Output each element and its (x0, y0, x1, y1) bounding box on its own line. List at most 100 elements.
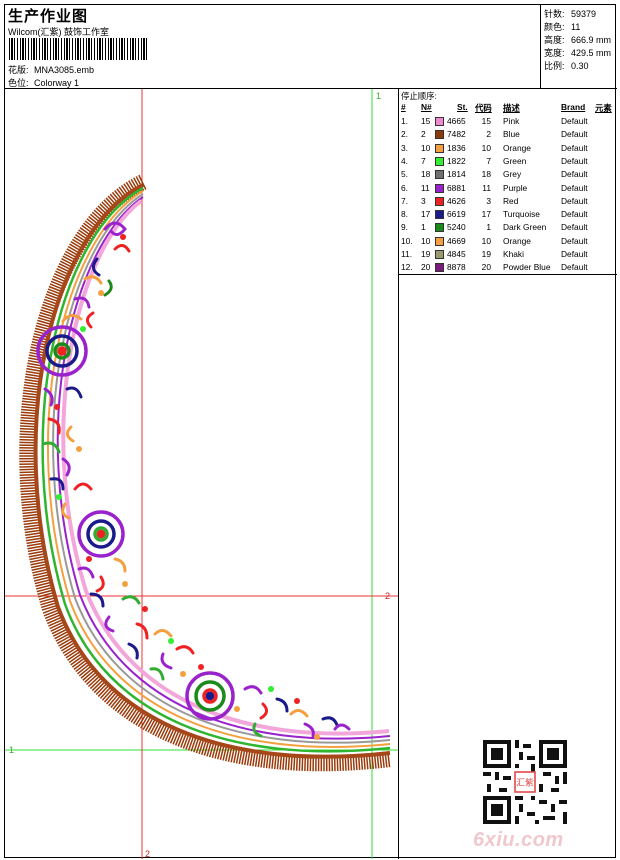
pink-stripe (61, 199, 390, 736)
stop-cell-brand: Default (561, 116, 588, 126)
studio-name: Wilcom(汇紫) 鼓饰工作室 (8, 27, 109, 37)
stop-cell-st: 7482 (447, 129, 466, 140)
stop-cell-brand: Default (561, 222, 588, 233)
stop-cell-brand: Default (561, 155, 588, 166)
stop-cell-brand: Default (561, 129, 588, 140)
stat-height: 高度: 666.9 mm (544, 35, 612, 45)
grey-stripe (52, 193, 391, 744)
qr-seal-text: 汇紫 (516, 778, 534, 789)
stop-row: 9. 1 5240 1 Dark Green Default (399, 222, 617, 235)
marker-top: 1 (376, 91, 381, 101)
stop-cell-needle: 20 (421, 262, 431, 273)
stop-cell-st: 8878 (447, 262, 466, 273)
color-swatch (435, 263, 444, 273)
stop-cell-num: 2. (401, 129, 408, 140)
stop-cell-num: 7. (401, 195, 408, 206)
stop-cell-desc: Orange (503, 235, 531, 246)
fringe-band (19, 174, 391, 772)
stop-row: 7. 3 4626 3 Red Default (399, 196, 617, 209)
color-swatch (435, 236, 444, 246)
purple-stripe (56, 196, 391, 740)
stop-cell-code: 18 (481, 169, 491, 180)
stop-cell-code: 17 (481, 209, 491, 220)
stop-cell-st: 4669 (447, 235, 466, 246)
col-num: # (401, 102, 406, 112)
col-element: 元素 (595, 103, 612, 113)
stop-cell-code: 19 (481, 249, 491, 259)
medallion-bottom (185, 671, 235, 721)
stop-cell-num: 11. (401, 249, 413, 259)
marker-right: 2 (385, 591, 390, 601)
stop-cell-num: 12. (401, 262, 413, 273)
stop-cell-num: 1. (401, 116, 408, 126)
stop-cell-num: 9. (401, 222, 408, 233)
ornament-swirls (41, 221, 351, 738)
stop-row: 12. 20 8878 20 Powder Blue Default (399, 262, 617, 275)
worksheet: 生产作业图 Wilcom(汇紫) 鼓饰工作室 花版: MNA3085.emb 色位… (4, 4, 617, 859)
stat-width: 宽度: 429.5 mm (544, 48, 612, 58)
stop-row: 4. 7 1822 7 Green Default (399, 156, 617, 169)
stop-cell-brand: Default (561, 209, 588, 220)
stop-row: 3. 10 1836 10 Orange Default (399, 143, 617, 156)
stop-cell-code: 10 (481, 142, 491, 153)
medallion-middle (77, 510, 125, 558)
orange-stripe (47, 190, 391, 748)
color-swatch (435, 156, 444, 166)
stop-row: 11. 19 4845 19 Khaki Default (399, 249, 617, 262)
stop-cell-needle: 2 (421, 129, 426, 140)
barcode (9, 38, 147, 60)
col-needle: N# (421, 102, 432, 112)
stop-cell-code: 1 (486, 222, 491, 233)
design-label: 花版: (8, 65, 29, 75)
stop-cell-needle: 10 (421, 235, 431, 246)
stop-cell-needle: 15 (421, 116, 431, 126)
col-code: 代码 (475, 103, 492, 113)
stop-cell-brand: Default (561, 169, 588, 180)
fringe-edge (33, 183, 391, 759)
stop-cell-desc: Khaki (503, 249, 524, 259)
stat-scale: 比例: 0.30 (544, 61, 589, 71)
stats-panel: 针数: 59379 颜色: 11 高度: 666.9 mm 宽度: 429.5 mm 比… (541, 5, 617, 89)
stop-cell-st: 4845 (447, 249, 466, 259)
color-swatch (435, 170, 444, 180)
stop-cell-num: 8. (401, 209, 408, 220)
stop-sequence-table: 停止顺序: # N# St. 代码 描述 Brand 元素 1. 15 4665 15… (399, 89, 617, 275)
col-st: St. (457, 102, 468, 112)
stop-cell-desc: Turquoise (503, 209, 540, 220)
stop-row: 5. 18 1814 18 Grey Default (399, 169, 617, 182)
marker-left: 1 (9, 745, 14, 755)
embroidery-preview: 1 2 1 2 (5, 89, 398, 859)
stop-cell-num: 3. (401, 142, 408, 153)
stop-cell-desc: Purple (503, 182, 528, 193)
stop-cell-num: 6. (401, 182, 408, 193)
stop-cell-st: 1836 (447, 142, 466, 153)
marker-bottom: 2 (145, 849, 150, 859)
stop-cell-desc: Orange (503, 142, 531, 153)
stop-row: 6. 11 6881 11 Purple Default (399, 183, 617, 196)
stop-row: 1. 15 4665 15 Pink Default (399, 116, 617, 129)
stop-cell-brand: Default (561, 249, 588, 259)
color-swatch (435, 143, 444, 153)
stop-cell-code: 15 (481, 116, 491, 126)
stat-colors: 颜色: 11 (544, 22, 581, 32)
stop-cell-needle: 11 (421, 182, 430, 193)
page-title: 生产作业图 (8, 8, 89, 25)
stop-cell-desc: Pink (503, 116, 520, 126)
stop-cell-desc: Grey (503, 169, 522, 180)
stop-cell-st: 1822 (447, 155, 466, 166)
stop-cell-desc: Dark Green (503, 222, 547, 233)
stop-cell-needle: 18 (421, 169, 431, 180)
stop-cell-needle: 1 (421, 222, 426, 233)
stop-cell-needle: 19 (421, 249, 431, 259)
stop-cell-needle: 3 (421, 195, 426, 206)
stop-cell-needle: 10 (421, 142, 431, 153)
stop-cell-code: 7 (486, 155, 491, 166)
stop-row: 10. 10 4669 10 Orange Default (399, 236, 617, 249)
stop-cell-needle: 7 (421, 155, 426, 166)
stop-cell-code: 3 (486, 195, 491, 206)
design-line: 花版: MNA3085.emb (8, 63, 94, 76)
colorway-label: 色位: (8, 78, 29, 88)
color-swatch (435, 250, 444, 259)
green-stripe (41, 186, 391, 753)
stop-cell-desc: Green (503, 155, 527, 166)
